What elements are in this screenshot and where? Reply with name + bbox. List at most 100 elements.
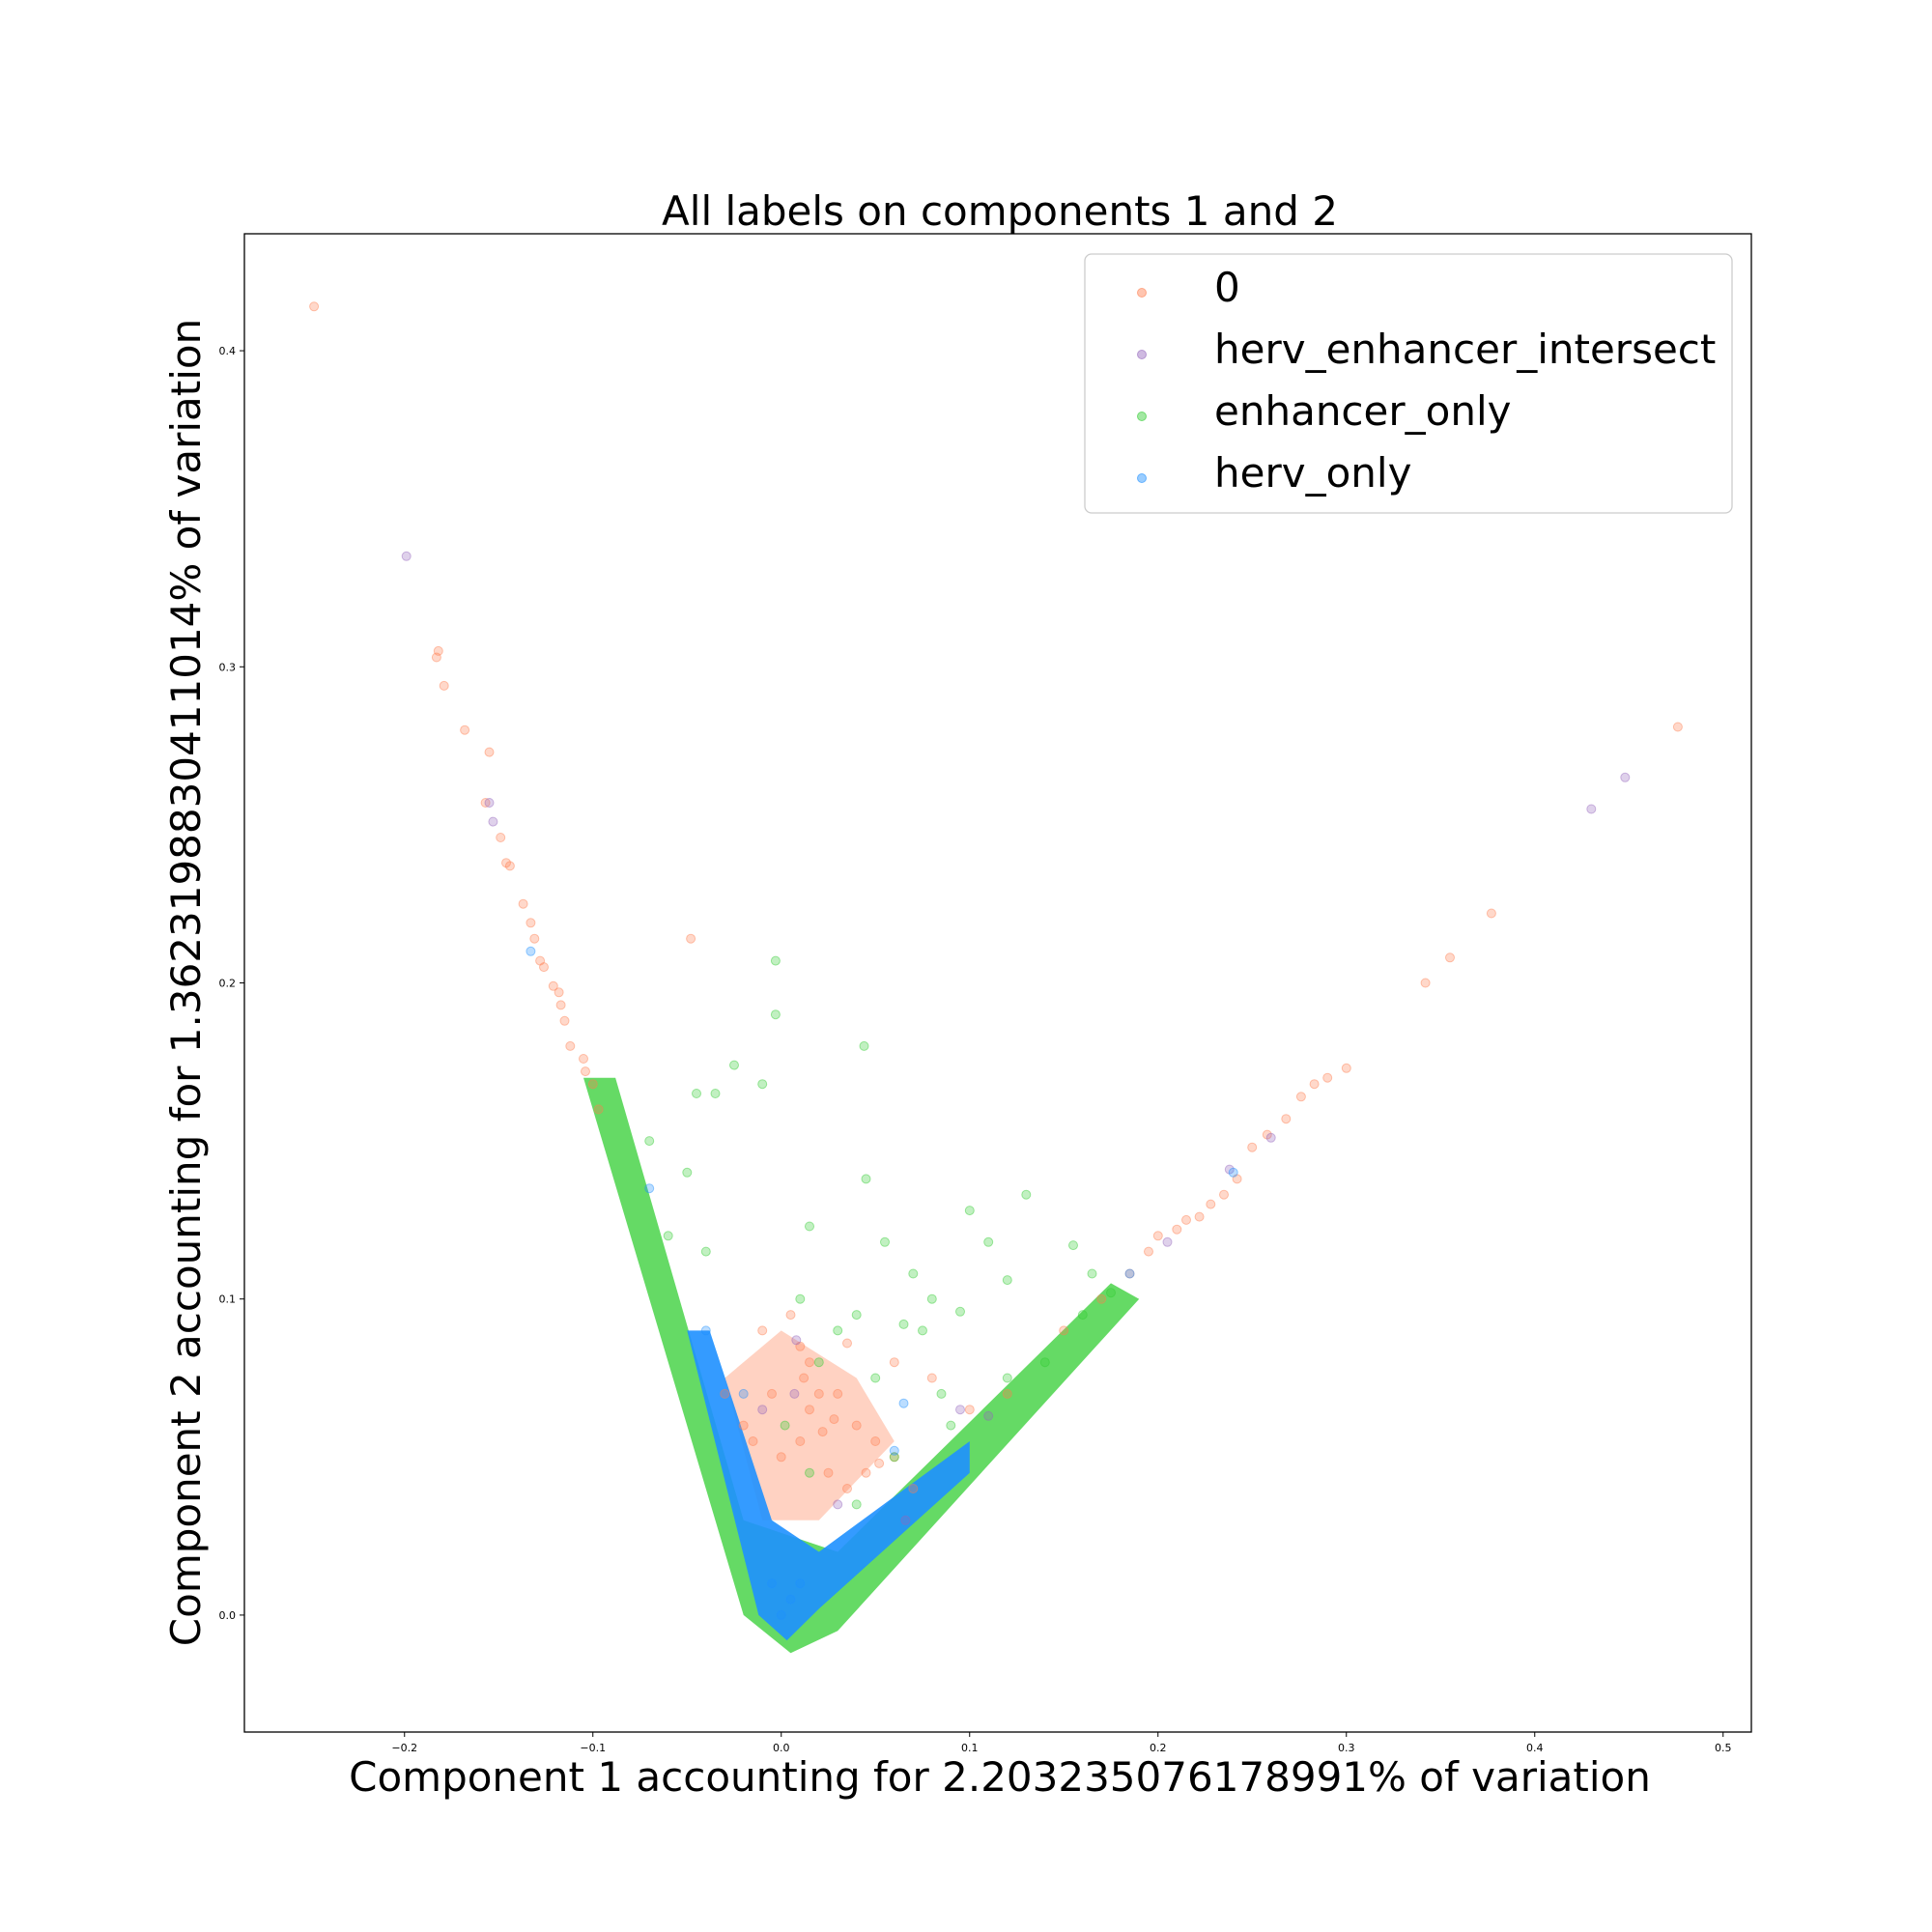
point-herv-enhancer-intersect	[488, 816, 498, 827]
point-herv-enhancer-intersect	[833, 1499, 843, 1510]
point-0	[593, 1104, 604, 1115]
point-0	[504, 861, 515, 871]
point-herv-enhancer-intersect	[1620, 772, 1631, 782]
point-enhancer-only	[1077, 1310, 1088, 1321]
point-herv-enhancer-intersect	[1586, 804, 1597, 814]
point-enhancer-only	[946, 1420, 956, 1431]
point-0	[861, 1467, 871, 1478]
point-0	[1672, 722, 1683, 732]
point-0	[757, 1325, 768, 1336]
point-0	[431, 652, 441, 663]
point-0	[1181, 1214, 1191, 1225]
point-0	[926, 1373, 937, 1383]
point-enhancer-only	[861, 1174, 871, 1184]
point-enhancer-only	[805, 1221, 814, 1232]
point-0	[829, 1414, 839, 1425]
y-tick-label: 0.2	[219, 978, 237, 990]
legend-label-herv-only: herv_only	[1214, 449, 1411, 497]
point-0	[851, 1420, 862, 1431]
point-0	[1144, 1246, 1153, 1257]
point-herv-enhancer-intersect	[1162, 1236, 1173, 1247]
point-0	[460, 724, 470, 735]
point-enhancer-only	[1002, 1373, 1012, 1383]
point-0	[1059, 1325, 1069, 1336]
point-0	[501, 858, 511, 868]
x-tick-label: 0.5	[1715, 1742, 1732, 1754]
point-enhancer-only	[757, 1079, 768, 1090]
point-herv-enhancer-intersect	[1265, 1132, 1276, 1143]
point-herv-only	[526, 946, 536, 956]
data-points	[309, 301, 1683, 1620]
point-enhancer-only	[770, 955, 781, 966]
point-0	[1341, 1063, 1351, 1073]
point-enhancer-only	[851, 1310, 862, 1321]
y-tick-label: 0.3	[219, 661, 237, 673]
point-herv-enhancer-intersect	[789, 1388, 800, 1399]
point-enhancer-only	[870, 1373, 881, 1383]
y-axis-ticks: 0.0 0.1 0.2 0.3 0.4	[219, 345, 244, 1622]
point-0	[484, 747, 495, 757]
point-0	[579, 1054, 588, 1064]
point-herv-enhancer-intersect	[757, 1405, 768, 1415]
point-enhancer-only	[1106, 1288, 1116, 1298]
legend: 0 herv_enhancer_intersect enhancer_only …	[1084, 253, 1733, 514]
legend-marker-herv-enhancer-intersect	[1137, 350, 1147, 359]
point-0	[539, 962, 549, 973]
point-0	[548, 980, 558, 991]
y-tick-label: 0.0	[219, 1609, 237, 1622]
point-0	[870, 1436, 881, 1446]
y-tick-label: 0.1	[219, 1293, 237, 1306]
point-0	[439, 680, 449, 691]
point-0	[767, 1388, 777, 1399]
point-enhancer-only	[663, 1231, 673, 1241]
point-enhancer-only	[833, 1325, 843, 1336]
point-0	[496, 833, 506, 842]
point-enhancer-only	[1068, 1240, 1078, 1251]
point-0	[554, 987, 564, 998]
point-0	[720, 1388, 730, 1399]
zero-label-dense-cloud	[724, 1330, 895, 1520]
point-0	[833, 1388, 843, 1399]
point-herv-only	[767, 1578, 777, 1589]
point-enhancer-only	[1021, 1189, 1032, 1200]
point-0	[1281, 1114, 1292, 1124]
point-0	[433, 645, 443, 656]
point-herv-enhancer-intersect	[900, 1515, 911, 1525]
point-enhancer-only	[729, 1060, 739, 1070]
point-0	[1445, 952, 1455, 963]
point-enhancer-only	[918, 1325, 927, 1336]
point-0	[813, 1388, 824, 1399]
point-herv-enhancer-intersect	[484, 798, 495, 808]
x-tick-label: 0.2	[1150, 1742, 1167, 1754]
point-0	[565, 1040, 576, 1051]
point-enhancer-only	[692, 1089, 701, 1098]
point-0	[805, 1405, 814, 1415]
point-0	[1096, 1293, 1107, 1304]
point-enhancer-only	[1002, 1275, 1012, 1286]
point-0	[889, 1452, 899, 1463]
chart-title: All labels on components 1 and 2	[662, 187, 1338, 235]
point-0	[1219, 1189, 1229, 1200]
point-enhancer-only	[898, 1319, 909, 1329]
point-herv-only	[644, 1183, 655, 1194]
point-enhancer-only	[908, 1268, 919, 1279]
point-herv-enhancer-intersect	[791, 1335, 802, 1346]
point-enhancer-only	[770, 1009, 781, 1020]
legend-frame	[1084, 253, 1733, 514]
point-0	[1322, 1072, 1333, 1083]
point-0	[1152, 1231, 1163, 1241]
point-herv-only	[738, 1388, 749, 1399]
point-0	[529, 933, 540, 944]
point-enhancer-only	[780, 1420, 790, 1431]
point-herv-enhancer-intersect	[1224, 1164, 1235, 1175]
point-herv-only	[889, 1445, 899, 1456]
point-0	[1295, 1092, 1306, 1102]
point-enhancer-only	[889, 1452, 899, 1463]
point-0	[842, 1484, 852, 1493]
x-tick-label: −0.1	[580, 1742, 606, 1754]
point-0	[874, 1458, 885, 1468]
point-0	[842, 1338, 852, 1349]
point-enhancer-only	[983, 1236, 994, 1247]
point-0	[799, 1373, 810, 1383]
point-0	[1262, 1129, 1272, 1140]
